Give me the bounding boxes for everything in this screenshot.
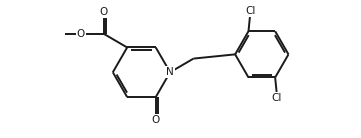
Text: O: O	[100, 7, 108, 17]
Text: O: O	[152, 115, 160, 125]
Text: Cl: Cl	[271, 93, 282, 103]
Text: O: O	[77, 29, 85, 39]
Text: Cl: Cl	[245, 6, 255, 16]
Text: N: N	[166, 67, 174, 77]
